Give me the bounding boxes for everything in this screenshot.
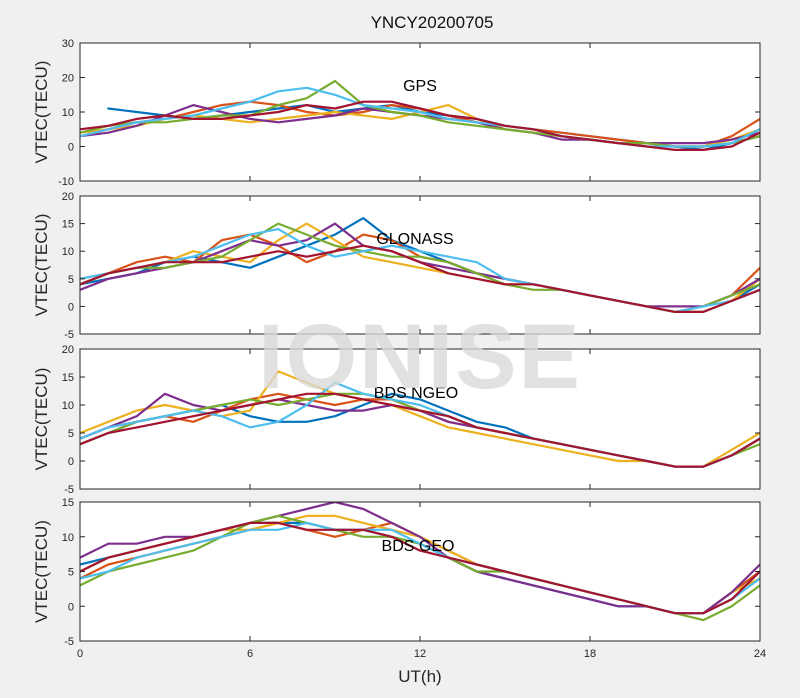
x-tick-label: 6 <box>247 648 253 660</box>
y-axis-label: VTEC(TECU) <box>32 520 51 623</box>
panel-label: GLONASS <box>376 231 453 248</box>
plot-area <box>80 349 760 489</box>
panel-label: BDS GEO <box>382 538 455 555</box>
y-tick-label: 10 <box>62 400 74 412</box>
y-tick-label: 30 <box>62 38 74 50</box>
y-axis-label: VTEC(TECU) <box>32 214 51 317</box>
series-group <box>80 502 760 622</box>
series-group <box>80 79 760 151</box>
y-tick-label: 10 <box>62 532 74 544</box>
y-tick-label: -5 <box>64 636 74 648</box>
y-tick-label: 0 <box>68 601 74 613</box>
series-group <box>80 370 760 468</box>
y-tick-label: 20 <box>62 344 74 356</box>
y-tick-label: 0 <box>68 142 74 154</box>
y-tick-label: 15 <box>62 497 74 509</box>
series-line-7 <box>80 392 760 468</box>
y-axis-label: VTEC(TECU) <box>32 368 51 471</box>
y-tick-label: 5 <box>68 567 74 579</box>
y-tick-label: 20 <box>62 191 74 203</box>
y-axis-label: VTEC(TECU) <box>32 61 51 164</box>
x-tick-label: 12 <box>414 648 426 660</box>
y-tick-label: -5 <box>64 484 74 496</box>
watermark-text: IONISE <box>258 306 582 408</box>
x-tick-label: 0 <box>77 648 83 660</box>
y-tick-label: 0 <box>68 301 74 313</box>
y-tick-label: 20 <box>62 73 74 85</box>
plot-area <box>80 502 760 641</box>
panel-label: BDS NGEO <box>374 385 458 402</box>
plot-area <box>80 196 760 334</box>
y-tick-label: 10 <box>62 107 74 119</box>
y-tick-label: -5 <box>64 329 74 341</box>
y-tick-label: 0 <box>68 456 74 468</box>
panel-glonass: -5 0 5 10 15 20 VTEC(TECU) GLONASS <box>32 191 761 341</box>
series-group <box>80 217 760 313</box>
series-line-7 <box>80 244 760 313</box>
x-axis-label: UT(h) <box>398 667 441 686</box>
x-tick-label: 24 <box>754 648 766 660</box>
y-tick-label: 15 <box>62 372 74 384</box>
panel-label: GPS <box>403 78 437 95</box>
figure-title: YNCY20200705 <box>371 13 494 32</box>
series-line-7 <box>80 100 760 151</box>
y-tick-label: 5 <box>68 274 74 286</box>
panel-bds-ngeo: -5 0 5 10 15 20 VTEC(TECU) BDS NGEO <box>32 344 761 496</box>
y-tick-label: 10 <box>62 246 74 258</box>
y-tick-label: 15 <box>62 219 74 231</box>
panel-gps: -10 0 10 20 30 VTEC(TECU) GPS <box>32 38 761 188</box>
y-tick-label: -10 <box>58 176 74 188</box>
y-tick-label: 5 <box>68 428 74 440</box>
series-line-7 <box>80 521 760 615</box>
x-tick-label: 18 <box>584 648 596 660</box>
